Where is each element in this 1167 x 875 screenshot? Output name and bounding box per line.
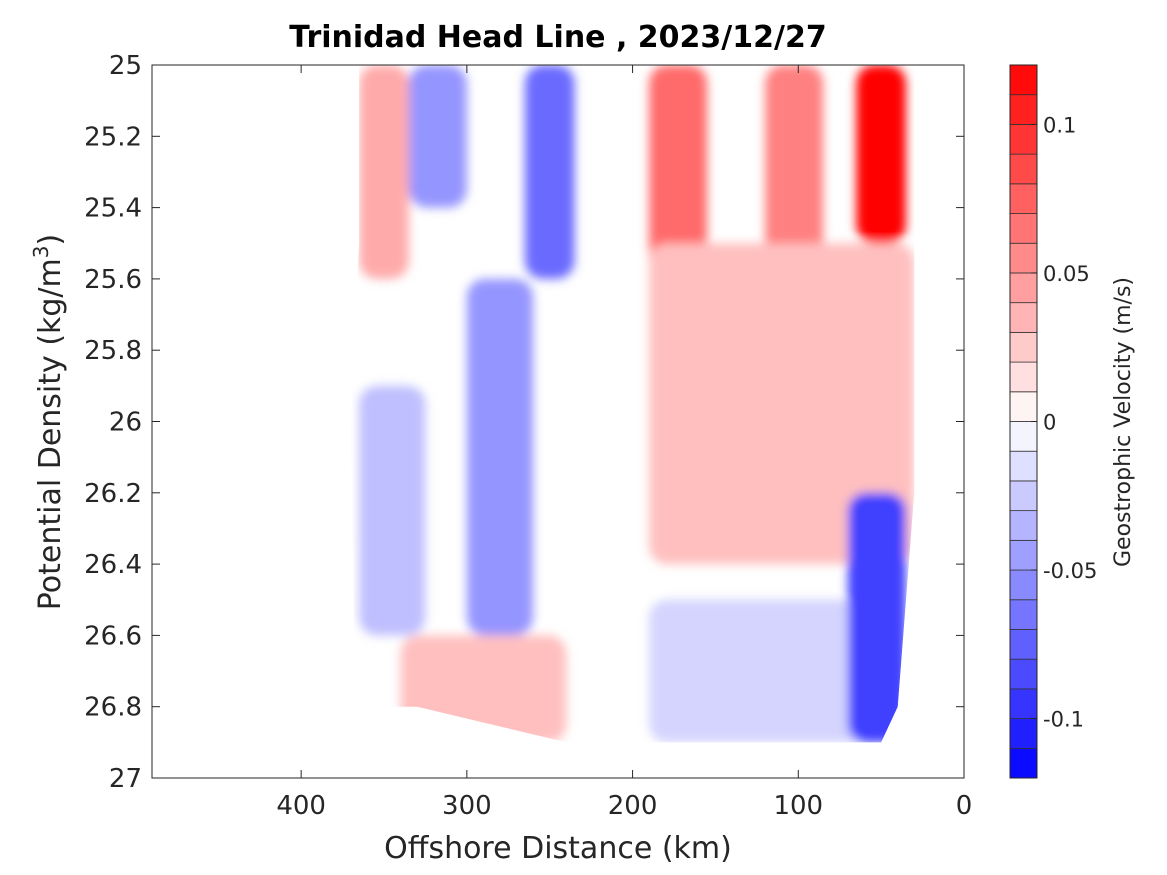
colorbar-tick-label: -0.1	[1043, 708, 1084, 732]
colorbar-segment	[1009, 688, 1038, 719]
colorbar: 0.1 0.05 0 -0.05 -0.1	[1009, 64, 1097, 779]
colorbar-segment	[1009, 183, 1038, 214]
contour-patch-2	[524, 65, 575, 279]
y-tick-label: 25	[109, 51, 142, 81]
contour-patch-6	[649, 65, 708, 279]
colorbar-segment	[1009, 64, 1038, 96]
x-tick-label: 300	[442, 791, 492, 821]
y-tick-label: 26	[109, 408, 142, 438]
colorbar-segment	[1009, 153, 1038, 185]
x-tick-label: 200	[608, 791, 658, 821]
colorbar-segment	[1009, 361, 1038, 393]
colorbar-segment	[1009, 450, 1038, 482]
contour-patch-3	[466, 278, 534, 636]
colorbar-segment	[1009, 747, 1038, 779]
x-tick-label: 400	[276, 791, 326, 821]
colorbar-segment	[1009, 421, 1038, 452]
colorbar-segment	[1009, 480, 1038, 512]
y-axis: 25 25.2 25.4 25.6 25.8 26 26.2 26.4 26.6 26.8 27	[84, 51, 964, 794]
colorbar-segment	[1009, 718, 1038, 749]
y-tick-label: 26.2	[84, 479, 142, 509]
colorbar-tick-label: 0	[1043, 411, 1056, 435]
y-axis-label: Potential Density (kg/m3)	[29, 234, 68, 610]
contour-patch-9	[649, 243, 915, 565]
colorbar-segment	[1009, 331, 1038, 363]
colorbar-segment	[1009, 629, 1038, 660]
colorbar-label: Geostrophic Velocity (m/s)	[1111, 277, 1136, 567]
y-tick-label: 27	[109, 764, 142, 794]
colorbar-segment	[1009, 302, 1038, 333]
colorbar-segment	[1009, 510, 1038, 541]
colorbar-tick-label: 0.05	[1043, 262, 1090, 286]
x-axis-label: Offshore Distance (km)	[384, 831, 732, 866]
x-tick-label: 100	[773, 791, 823, 821]
colorbar-segment	[1009, 539, 1038, 571]
y-tick-label: 26.8	[84, 693, 142, 723]
contour-patch-7	[765, 65, 824, 279]
contour-patch-8	[856, 65, 906, 244]
colorbar-segment	[1009, 242, 1038, 274]
contour-patch-10	[649, 599, 882, 743]
colorbar-segment	[1009, 658, 1038, 690]
x-tick-label: 0	[956, 791, 973, 821]
y-tick-label: 25.6	[84, 265, 142, 295]
plot-area	[151, 64, 965, 779]
colorbar-segment	[1009, 272, 1038, 304]
x-axis: 400 300 200 100 0	[276, 65, 972, 821]
y-tick-label: 25.2	[84, 122, 142, 152]
colorbar-segment	[1009, 599, 1038, 630]
contour-patch-4	[359, 385, 426, 636]
y-tick-label: 25.8	[84, 336, 142, 366]
y-tick-label: 26.4	[84, 550, 142, 580]
colorbar-tick-label: -0.05	[1043, 559, 1097, 583]
colorbar-segment	[1009, 213, 1038, 244]
contour-patch-0	[359, 65, 409, 279]
y-tick-label: 26.6	[84, 621, 142, 651]
colorbar-segment	[1009, 124, 1038, 155]
colorbar-tick-label: 0.1	[1043, 113, 1076, 137]
colorbar-segment	[1009, 391, 1038, 422]
contour-patch-11	[848, 492, 906, 743]
contour-patch-1	[408, 65, 467, 208]
colorbar-segment	[1009, 94, 1038, 125]
colorbar-segment	[1009, 569, 1038, 601]
y-tick-label: 25.4	[84, 194, 142, 224]
chart-title: Trinidad Head Line , 2023/12/27	[289, 20, 826, 55]
